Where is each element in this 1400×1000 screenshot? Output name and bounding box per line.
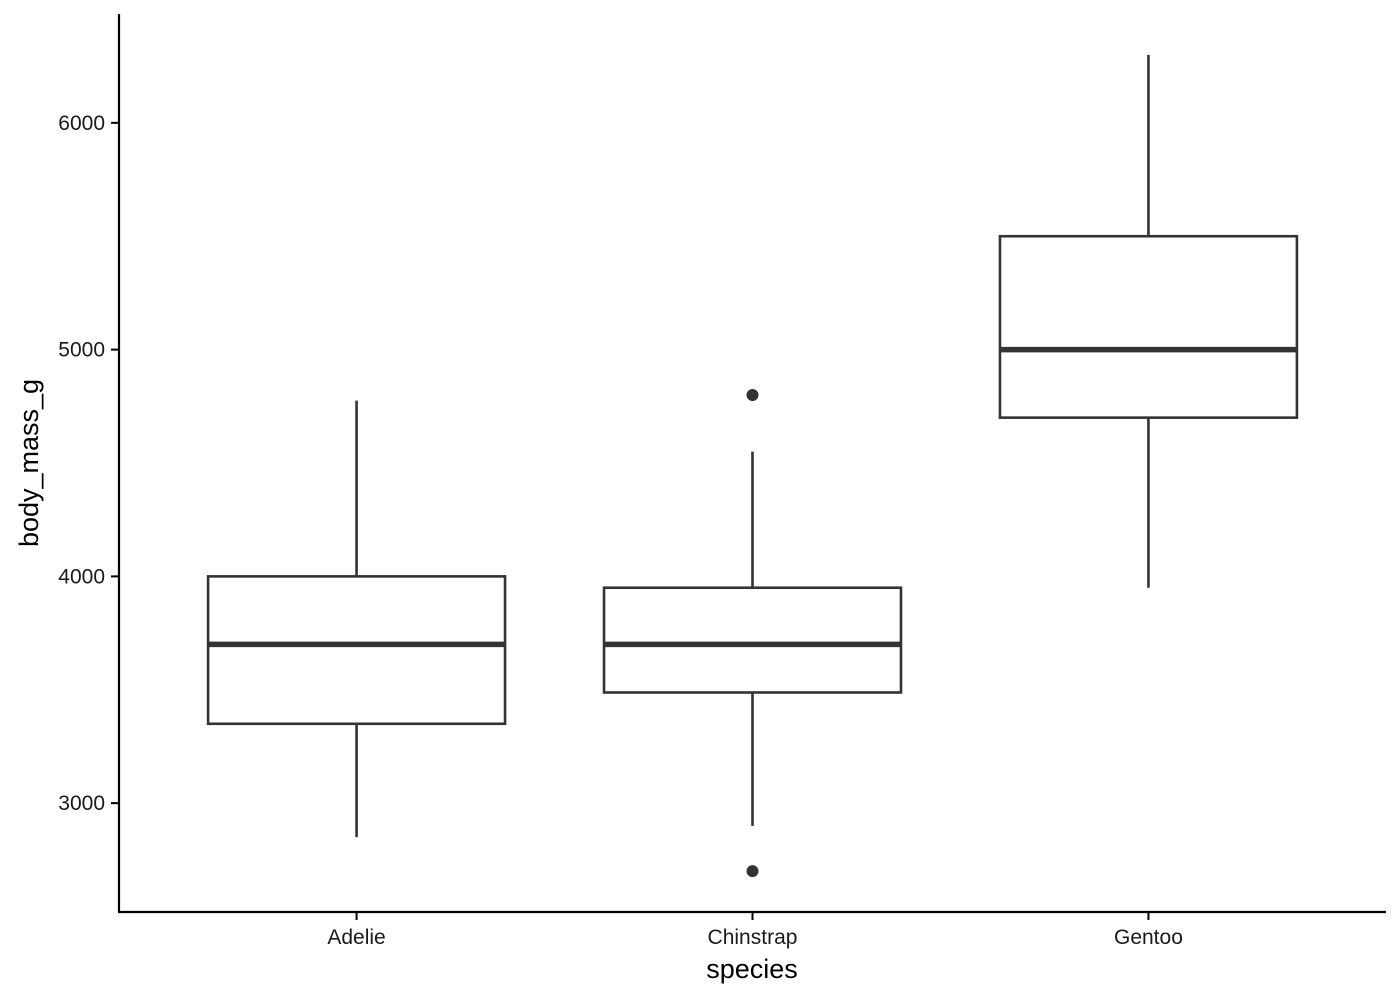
plot-area bbox=[206, 54, 1299, 878]
boxplot-chinstrap bbox=[602, 388, 903, 878]
y-tick-label: 5000 bbox=[58, 339, 105, 362]
iqr-box bbox=[602, 586, 903, 694]
outlier-point bbox=[746, 388, 759, 401]
x-tick-label: Adelie bbox=[327, 926, 385, 949]
x-tick-label: Gentoo bbox=[1114, 926, 1183, 949]
iqr-box bbox=[206, 575, 507, 726]
x-axis-ticks: Adelie Chinstrap Gentoo bbox=[327, 912, 1183, 949]
y-tick-label: 4000 bbox=[58, 565, 105, 588]
iqr-box bbox=[998, 234, 1299, 419]
y-tick-label: 3000 bbox=[58, 792, 105, 815]
x-tick-label: Chinstrap bbox=[708, 926, 798, 949]
boxplot-adelie bbox=[206, 400, 507, 838]
y-axis-title: body_mass_g bbox=[14, 379, 44, 547]
x-axis-title: species bbox=[706, 954, 798, 984]
y-tick-label: 6000 bbox=[58, 112, 105, 135]
y-axis-ticks: 3000 4000 5000 6000 bbox=[58, 112, 119, 815]
outlier-point bbox=[746, 865, 759, 878]
boxplot-gentoo bbox=[998, 54, 1299, 588]
